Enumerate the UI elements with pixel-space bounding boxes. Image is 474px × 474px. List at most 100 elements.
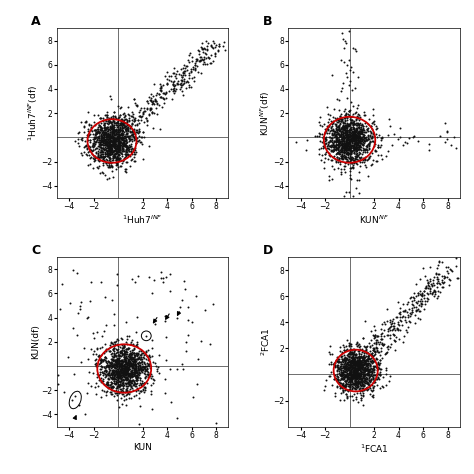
Point: [376, 356, 384, 364]
Point: [115, 351, 122, 358]
Point: [355, 137, 363, 145]
Point: [104, 144, 112, 151]
Point: [323, 126, 330, 133]
Point: [99, 137, 107, 145]
Point: [363, 156, 371, 164]
Point: [122, 359, 129, 366]
Point: [354, 347, 362, 355]
Point: [90, 137, 97, 145]
Point: [373, 375, 380, 383]
Point: [348, 359, 356, 367]
Point: [353, 144, 360, 152]
Point: [360, 378, 368, 386]
Point: [121, 344, 128, 351]
Point: [334, 143, 342, 150]
Point: [363, 148, 371, 156]
Point: [94, 153, 102, 161]
Point: [100, 387, 108, 394]
Point: [171, 88, 179, 95]
Point: [180, 79, 188, 86]
Point: [441, 138, 448, 146]
Point: [368, 360, 376, 367]
Point: [113, 359, 121, 366]
Point: [357, 377, 365, 385]
Point: [104, 148, 111, 156]
Point: [198, 39, 206, 47]
Point: [141, 361, 148, 368]
Point: [329, 118, 337, 126]
Point: [107, 388, 115, 396]
Point: [112, 156, 119, 164]
Point: [359, 148, 367, 156]
Point: [345, 134, 353, 141]
Point: [349, 374, 357, 382]
Point: [97, 378, 105, 386]
Point: [356, 372, 363, 379]
Point: [100, 134, 107, 141]
Point: [113, 142, 121, 150]
Point: [334, 116, 342, 124]
Point: [110, 352, 118, 359]
Point: [125, 135, 133, 143]
Point: [333, 362, 341, 370]
Point: [124, 383, 131, 390]
Point: [420, 287, 428, 295]
Point: [117, 138, 124, 146]
Point: [118, 120, 126, 128]
Point: [337, 142, 345, 149]
Point: [352, 359, 359, 366]
Point: [353, 382, 361, 389]
Point: [100, 153, 108, 161]
Point: [113, 369, 121, 376]
Point: [117, 130, 125, 137]
Point: [365, 379, 372, 386]
Point: [92, 137, 100, 145]
Point: [145, 273, 152, 281]
Point: [357, 365, 365, 372]
Point: [117, 129, 125, 137]
Point: [120, 373, 128, 381]
Point: [337, 165, 344, 173]
Point: [349, 360, 356, 368]
Point: [348, 392, 356, 399]
Point: [114, 143, 122, 150]
Point: [80, 123, 88, 131]
Point: [123, 368, 130, 376]
Point: [80, 148, 88, 155]
Point: [444, 269, 451, 277]
Point: [349, 396, 356, 404]
Point: [115, 354, 123, 362]
Point: [110, 139, 118, 147]
Point: [360, 366, 367, 374]
Point: [96, 138, 104, 146]
Point: [118, 103, 125, 110]
Point: [106, 155, 114, 163]
Point: [156, 93, 164, 100]
Point: [363, 383, 371, 390]
Point: [374, 364, 382, 371]
Point: [98, 129, 106, 137]
Point: [117, 362, 125, 370]
Point: [191, 65, 199, 73]
Point: [355, 358, 362, 366]
Point: [341, 121, 349, 129]
Point: [120, 349, 128, 356]
Point: [117, 117, 125, 125]
Point: [146, 352, 153, 360]
Point: [144, 346, 151, 354]
Point: [341, 145, 348, 152]
Point: [346, 139, 354, 146]
Point: [343, 133, 350, 140]
Point: [370, 138, 378, 146]
Point: [319, 142, 327, 150]
Point: [422, 283, 430, 291]
Point: [344, 138, 351, 146]
Point: [425, 280, 432, 287]
Point: [137, 346, 145, 354]
Point: [109, 156, 117, 164]
Point: [419, 264, 427, 272]
Point: [112, 356, 119, 364]
Point: [334, 377, 341, 385]
Point: [342, 140, 349, 147]
Point: [342, 139, 349, 147]
